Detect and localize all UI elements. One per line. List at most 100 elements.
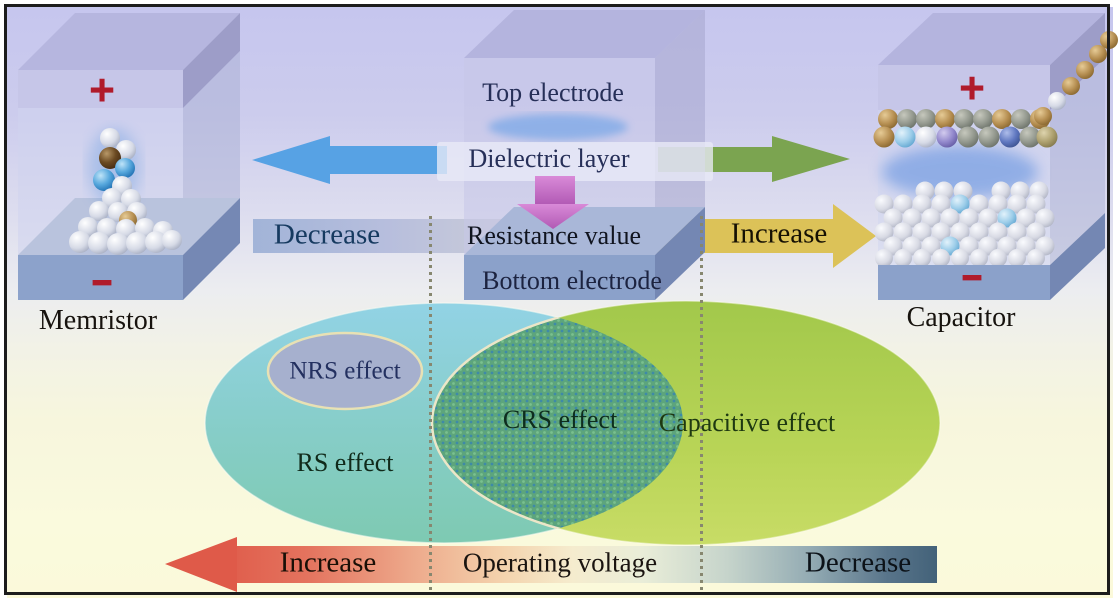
- sphere-w2: [902, 208, 922, 228]
- sphere-w2: [1008, 249, 1026, 267]
- sphere-t: [992, 109, 1012, 129]
- resistance-increase-arrow: [703, 204, 876, 268]
- capacitor-top-front: [878, 65, 1050, 110]
- memristor-minus-sign: −: [91, 265, 113, 302]
- operating-voltage-label: Operating voltage: [462, 547, 658, 578]
- operating-voltage-bar: [237, 546, 937, 583]
- sphere-w: [1048, 92, 1066, 110]
- sphere-w2: [970, 249, 988, 267]
- sphere-w2: [1026, 222, 1046, 242]
- sphere-br: [99, 147, 121, 169]
- capacitor-bottom-front: [878, 265, 1050, 300]
- capacitive-effect-label: Capacitive effect: [658, 408, 836, 437]
- sphere-gy: [897, 109, 917, 129]
- sphere-w: [69, 231, 91, 253]
- sphere-lb: [894, 126, 916, 148]
- sphere-bu: [999, 126, 1021, 148]
- voltage-increase-label: Increase: [279, 546, 377, 579]
- memristor-bottom-front: [18, 255, 183, 300]
- sphere-w2: [893, 222, 913, 242]
- memristor-bottom-side: [183, 198, 240, 300]
- sphere-w: [116, 140, 136, 160]
- resistance-decrease-label: Decrease: [273, 218, 381, 251]
- sphere-w2: [931, 222, 951, 242]
- venn-crs-overlap: [430, 303, 683, 543]
- sphere-w2: [1007, 222, 1027, 242]
- sphere-w2: [912, 222, 932, 242]
- sphere-w2: [989, 249, 1007, 267]
- sphere-t: [878, 109, 898, 129]
- toward-memristor-arrow: [252, 136, 447, 184]
- sphere-bl: [93, 169, 115, 191]
- sphere-w2: [1007, 194, 1027, 214]
- dielectric-layer-label: Dielectric layer: [468, 144, 630, 173]
- sphere-t: [935, 109, 955, 129]
- voltage-increase-arrowhead: [165, 537, 237, 592]
- sphere-w2: [1026, 194, 1046, 214]
- sphere-w2: [1016, 208, 1036, 228]
- ion-chain-spheres: [1034, 31, 1118, 125]
- sphere-w2: [950, 222, 970, 242]
- sphere-w2: [969, 194, 989, 214]
- sphere-gy: [1019, 126, 1041, 148]
- sphere-w: [107, 233, 129, 255]
- bottom-electrode-label: Bottom electrode: [482, 266, 662, 295]
- sphere-t: [1034, 107, 1052, 125]
- sphere-gy: [916, 109, 936, 129]
- sphere-gy: [978, 126, 1000, 148]
- sphere-w2: [913, 249, 931, 267]
- stack-top-face: [464, 10, 705, 58]
- memristor-top-front: [18, 70, 183, 108]
- sphere-w2: [988, 222, 1008, 242]
- nrs-effect-label: NRS effect: [289, 357, 401, 385]
- sphere-gy: [973, 109, 993, 129]
- stack-side-face: [655, 10, 705, 255]
- top-electrode-label: Top electrode: [482, 78, 624, 107]
- capacitor-bottom-side: [1050, 213, 1105, 300]
- stack-slab-side: [655, 207, 705, 300]
- sphere-t: [1062, 77, 1080, 95]
- capacitor-top-face: [878, 13, 1105, 65]
- sphere-w2: [940, 208, 960, 228]
- sphere-w: [88, 232, 110, 254]
- sphere-lb: [950, 194, 970, 214]
- sphere-w2: [988, 194, 1008, 214]
- interface-glow: [488, 114, 628, 140]
- sphere-gy: [954, 109, 974, 129]
- memristor-label: Memristor: [38, 305, 158, 336]
- sphere-pu: [936, 126, 958, 148]
- left-dotted-divider: [429, 216, 432, 592]
- stack-slab-top: [464, 207, 705, 255]
- sphere-w2: [883, 208, 903, 228]
- stack-slab-front: [464, 255, 655, 300]
- sphere-gy: [1011, 109, 1031, 129]
- sphere-w: [100, 128, 120, 148]
- sphere-w2: [874, 194, 894, 214]
- sphere-w: [145, 231, 167, 253]
- sphere-lb: [997, 208, 1017, 228]
- sphere-w2: [1027, 249, 1045, 267]
- sphere-t: [1100, 31, 1118, 49]
- sphere-w2: [969, 222, 989, 242]
- memristor-top-side: [183, 13, 240, 108]
- sphere-w2: [874, 222, 894, 242]
- sphere-w: [89, 201, 109, 221]
- sphere-t: [873, 126, 895, 148]
- sphere-w2: [921, 208, 941, 228]
- capacitor-minus-sign: −: [961, 260, 983, 297]
- sphere-gy: [957, 126, 979, 148]
- sphere-w2: [932, 249, 950, 267]
- device-stack: [437, 10, 713, 300]
- sphere-w2: [978, 208, 998, 228]
- memristor-top-face: [18, 13, 240, 70]
- capacitor-body-side: [1050, 58, 1105, 265]
- right-dotted-divider: [700, 216, 703, 592]
- capacitor-spheres: [873, 109, 1058, 267]
- rs-effect-label: RS effect: [296, 448, 394, 477]
- sphere-w2: [951, 249, 969, 267]
- sphere-w2: [875, 249, 893, 267]
- capacitor-label: Capacitor: [906, 302, 1016, 333]
- sphere-w: [915, 126, 937, 148]
